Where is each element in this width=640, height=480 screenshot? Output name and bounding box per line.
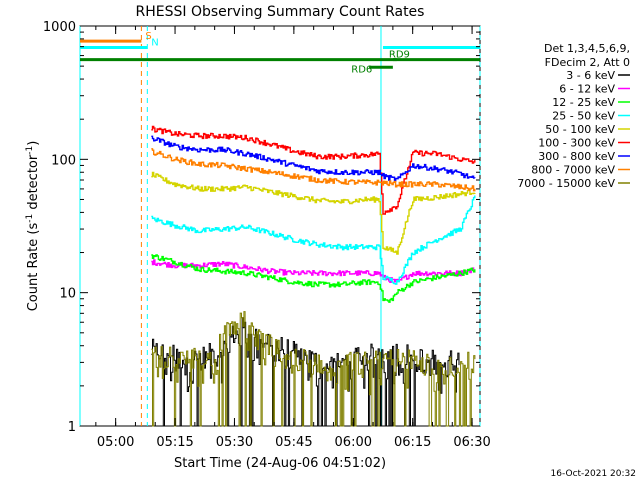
series-line-800-7000-kev bbox=[151, 148, 476, 192]
x-tick-label: 05:30 bbox=[216, 435, 253, 450]
x-axis-label: Start Time (24-Aug-06 04:51:02) bbox=[174, 456, 386, 471]
vertical-markers bbox=[79, 26, 481, 426]
series-line-6-12-kev bbox=[151, 259, 476, 283]
y-axis-label: Count Rate (s-1 detector-1) bbox=[25, 141, 41, 312]
x-tick-label: 05:45 bbox=[275, 435, 312, 450]
legend-title-line: FDecim 2, Att 0 bbox=[545, 56, 630, 69]
series-line-7000-15000-kev bbox=[151, 311, 476, 427]
series-line-300-800-kev bbox=[151, 135, 476, 182]
legend-label-3-6-kev: 3 - 6 keV bbox=[566, 69, 615, 82]
legend-label-50-100-kev: 50 - 100 keV bbox=[545, 123, 615, 136]
series-line-25-50-kev bbox=[151, 195, 476, 285]
series-line-100-300-kev bbox=[151, 125, 476, 215]
chart-title: RHESSI Observing Summary Count Rates bbox=[136, 4, 425, 20]
timestamp: 16-Oct-2021 20:32 bbox=[551, 469, 636, 479]
legend-label-7000-15000-kev: 7000 - 15000 keV bbox=[517, 177, 615, 190]
legend-label-100-300-kev: 100 - 300 keV bbox=[538, 137, 615, 150]
legend-label-6-12-kev: 6 - 12 keV bbox=[559, 83, 615, 96]
series-line-50-100-kev bbox=[151, 171, 476, 255]
x-tick-label: 06:30 bbox=[453, 435, 490, 450]
x-tick-label: 05:00 bbox=[97, 435, 134, 450]
y-tick-label: 10 bbox=[59, 287, 76, 302]
y-tick-label: 100 bbox=[51, 153, 76, 168]
x-tick-label: 06:00 bbox=[335, 435, 372, 450]
x-tick-label: 05:15 bbox=[156, 435, 193, 450]
legend-label-300-800-kev: 300 - 800 keV bbox=[538, 150, 615, 163]
legend-title-line: Det 1,3,4,5,6,9, bbox=[544, 42, 630, 55]
y-axis: 1 10 100 1000 bbox=[43, 20, 480, 435]
series-group bbox=[151, 125, 476, 427]
flag-label-s: S bbox=[145, 31, 151, 42]
x-tick-label: 06:15 bbox=[394, 435, 431, 450]
legend: Det 1,3,4,5,6,9,FDecim 2, Att 03 - 6 keV… bbox=[517, 42, 630, 190]
series-line-12-25-kev bbox=[151, 254, 476, 303]
legend-label-25-50-kev: 25 - 50 keV bbox=[552, 110, 615, 123]
legend-label-12-25-kev: 12 - 25 keV bbox=[552, 96, 615, 109]
flag-label-rd9: RD9 bbox=[389, 50, 410, 61]
legend-label-800-7000-kev: 800 - 7000 keV bbox=[531, 164, 615, 177]
flag-bars: SN RD6 RD9 bbox=[80, 31, 480, 75]
x-axis: 05:00 05:15 05:30 05:45 06:00 06:15 06:30 bbox=[95, 26, 491, 450]
flag-label-n: N bbox=[151, 37, 158, 48]
y-tick-label: 1 bbox=[68, 420, 76, 435]
y-tick-label: 1000 bbox=[43, 20, 76, 35]
flag-label-rd6: RD6 bbox=[351, 64, 372, 75]
